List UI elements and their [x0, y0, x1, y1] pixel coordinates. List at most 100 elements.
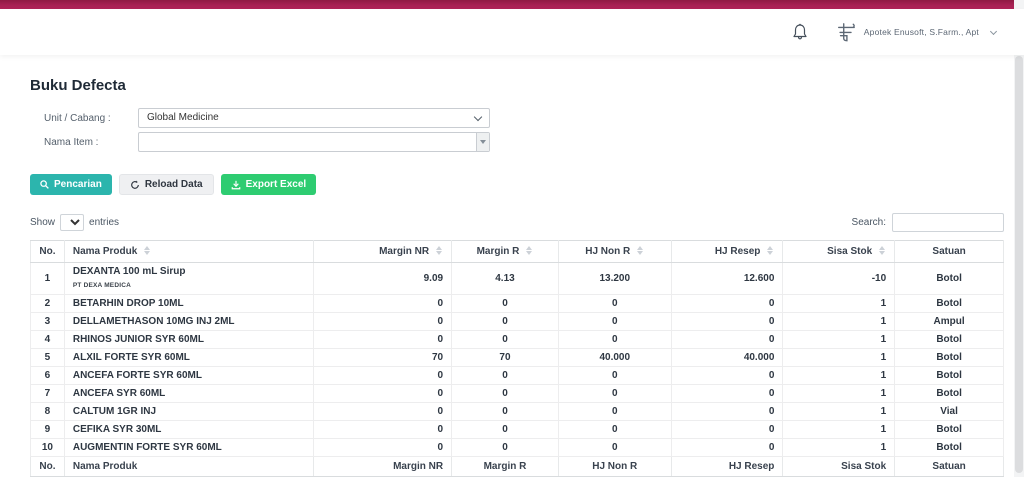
item-select[interactable] [138, 132, 490, 152]
table-search-input[interactable] [892, 213, 1004, 232]
cell-margin_nr: 0 [313, 402, 453, 421]
cell-hj_resep: 0 [670, 420, 784, 439]
page-size-select[interactable]: 10 [60, 214, 85, 231]
cell-hj_non_r: 40.000 [557, 348, 672, 367]
cell-satuan: Botol [894, 348, 1004, 367]
cell-no: 1 [30, 262, 65, 295]
cell-satuan: Vial [894, 402, 1004, 421]
item-filter-row: Nama Item : [30, 132, 1004, 152]
item-select-toggle[interactable] [476, 133, 489, 151]
scrollbar-thumb[interactable] [1015, 56, 1023, 473]
product-name: DEXANTA 100 mL Sirup [72, 266, 186, 277]
footer-column-sisa_stok: Sisa Stok [782, 456, 896, 477]
cell-satuan: Botol [894, 366, 1004, 385]
table-row: 5 ALXIL FORTE SYR 60ML 70 70 40.000 40.000 1 Bo… [30, 348, 1004, 367]
product-name: DELLAMETHASON 10MG INJ 2ML [72, 316, 235, 327]
unit-filter-row: Unit / Cabang : Global Medicine [30, 108, 1004, 128]
notifications-bell-icon[interactable] [792, 23, 808, 41]
cell-hj_non_r: 0 [557, 438, 672, 457]
cell-name: ANCEFA FORTE SYR 60ML [63, 366, 315, 385]
cell-hj_resep: 0 [670, 366, 784, 385]
cell-margin_r: 0 [451, 294, 559, 313]
vertical-scrollbar[interactable] [1014, 0, 1024, 477]
cell-margin_nr: 9.09 [313, 262, 453, 295]
column-label: Sisa Stok [827, 246, 873, 257]
cell-margin_r: 0 [451, 420, 559, 439]
cell-no: 6 [30, 366, 65, 385]
table-body: 1 DEXANTA 100 mL Sirup PT DEXA MEDICA 9.09 4… [30, 262, 1004, 457]
sort-icon [144, 246, 151, 255]
cell-no: 7 [30, 384, 65, 403]
cell-margin_r: 4.13 [451, 262, 559, 295]
user-name: Apotek Enusoft, S.Farm., Apt [863, 27, 979, 37]
column-label: Margin NR [379, 246, 430, 257]
product-name: ANCEFA SYR 60ML [72, 388, 166, 399]
cell-hj_resep: 0 [670, 312, 784, 331]
export-excel-button[interactable]: Export Excel [220, 174, 317, 195]
sort-icon [637, 246, 644, 255]
cell-satuan: Botol [894, 262, 1004, 295]
cell-sisa_stok: 1 [782, 294, 896, 313]
cell-satuan: Botol [894, 330, 1004, 349]
cell-no: 8 [30, 402, 65, 421]
cell-margin_r: 0 [451, 384, 559, 403]
column-header-margin_r[interactable]: Margin R [451, 240, 559, 263]
column-header-name[interactable]: Nama Produk [63, 240, 315, 263]
column-header-sisa_stok[interactable]: Sisa Stok [782, 240, 896, 263]
footer-column-margin_r: Margin R [451, 456, 559, 477]
show-label: Show [30, 217, 56, 228]
cell-margin_nr: 0 [313, 312, 453, 331]
cell-hj_non_r: 13.200 [557, 262, 672, 295]
cell-no: 4 [30, 330, 65, 349]
cell-sisa_stok: 1 [782, 402, 896, 421]
cell-sisa_stok: 1 [782, 312, 896, 331]
cell-name: DEXANTA 100 mL Sirup PT DEXA MEDICA [63, 262, 315, 295]
pencarian-button[interactable]: Pencarian [30, 174, 112, 195]
brand-logo-icon [836, 21, 856, 43]
cell-margin_nr: 0 [313, 384, 453, 403]
page-title: Buku Defecta [30, 77, 126, 94]
column-label: Margin R [476, 246, 520, 257]
caret-down-icon [480, 140, 486, 144]
app-header: Apotek Enusoft, S.Farm., Apt [0, 9, 1024, 55]
cell-satuan: Botol [894, 438, 1004, 457]
action-buttons: Pencarian Reload Data Export Excel [30, 174, 1004, 195]
footer-column-satuan: Satuan [894, 456, 1004, 477]
reload-data-button[interactable]: Reload Data [118, 174, 214, 195]
cell-hj_non_r: 0 [557, 312, 672, 331]
product-manufacturer: PT DEXA MEDICA [72, 282, 132, 289]
search-label: Search: [851, 217, 886, 228]
footer-column-hj_resep: HJ Resep [670, 456, 784, 477]
refresh-icon [130, 180, 139, 189]
cell-name: CALTUM 1GR INJ [63, 402, 315, 421]
chevron-down-icon [989, 27, 998, 35]
cell-sisa_stok: -10 [782, 262, 896, 295]
cell-sisa_stok: 1 [782, 438, 896, 457]
table-controls: Show 10 entries Search: [30, 213, 1004, 232]
main-content: Buku Defecta Unit / Cabang : Global Medi… [0, 77, 1024, 477]
cell-hj_resep: 0 [670, 294, 784, 313]
unit-select[interactable]: Global Medicine [138, 108, 490, 128]
cell-name: BETARHIN DROP 10ML [63, 294, 315, 313]
cell-hj_resep: 0 [670, 438, 784, 457]
sort-icon [767, 246, 774, 255]
column-label: Satuan [932, 246, 966, 257]
cell-hj_resep: 0 [670, 402, 784, 421]
cell-hj_resep: 12.600 [670, 262, 784, 295]
cell-no: 2 [30, 294, 65, 313]
column-header-hj_resep[interactable]: HJ Resep [670, 240, 784, 263]
product-name: ANCEFA FORTE SYR 60ML [72, 370, 202, 381]
cell-no: 5 [30, 348, 65, 367]
reload-label: Reload Data [144, 179, 203, 190]
user-menu[interactable]: Apotek Enusoft, S.Farm., Apt [836, 21, 998, 43]
column-header-hj_non_r[interactable]: HJ Non R [557, 240, 672, 263]
column-header-margin_nr[interactable]: Margin NR [313, 240, 453, 263]
chevron-down-icon [473, 112, 483, 122]
cell-name: AUGMENTIN FORTE SYR 60ML [63, 438, 315, 457]
table-row: 9 CEFIKA SYR 30ML 0 0 0 0 1 Botol [30, 420, 1004, 439]
table-head: No. Nama Produk Margin NR Margin R HJ Non R H… [30, 240, 1004, 263]
table-row: 10 AUGMENTIN FORTE SYR 60ML 0 0 0 0 1 Botol [30, 438, 1004, 457]
cell-hj_resep: 40.000 [670, 348, 784, 367]
product-name: AUGMENTIN FORTE SYR 60ML [72, 442, 222, 453]
